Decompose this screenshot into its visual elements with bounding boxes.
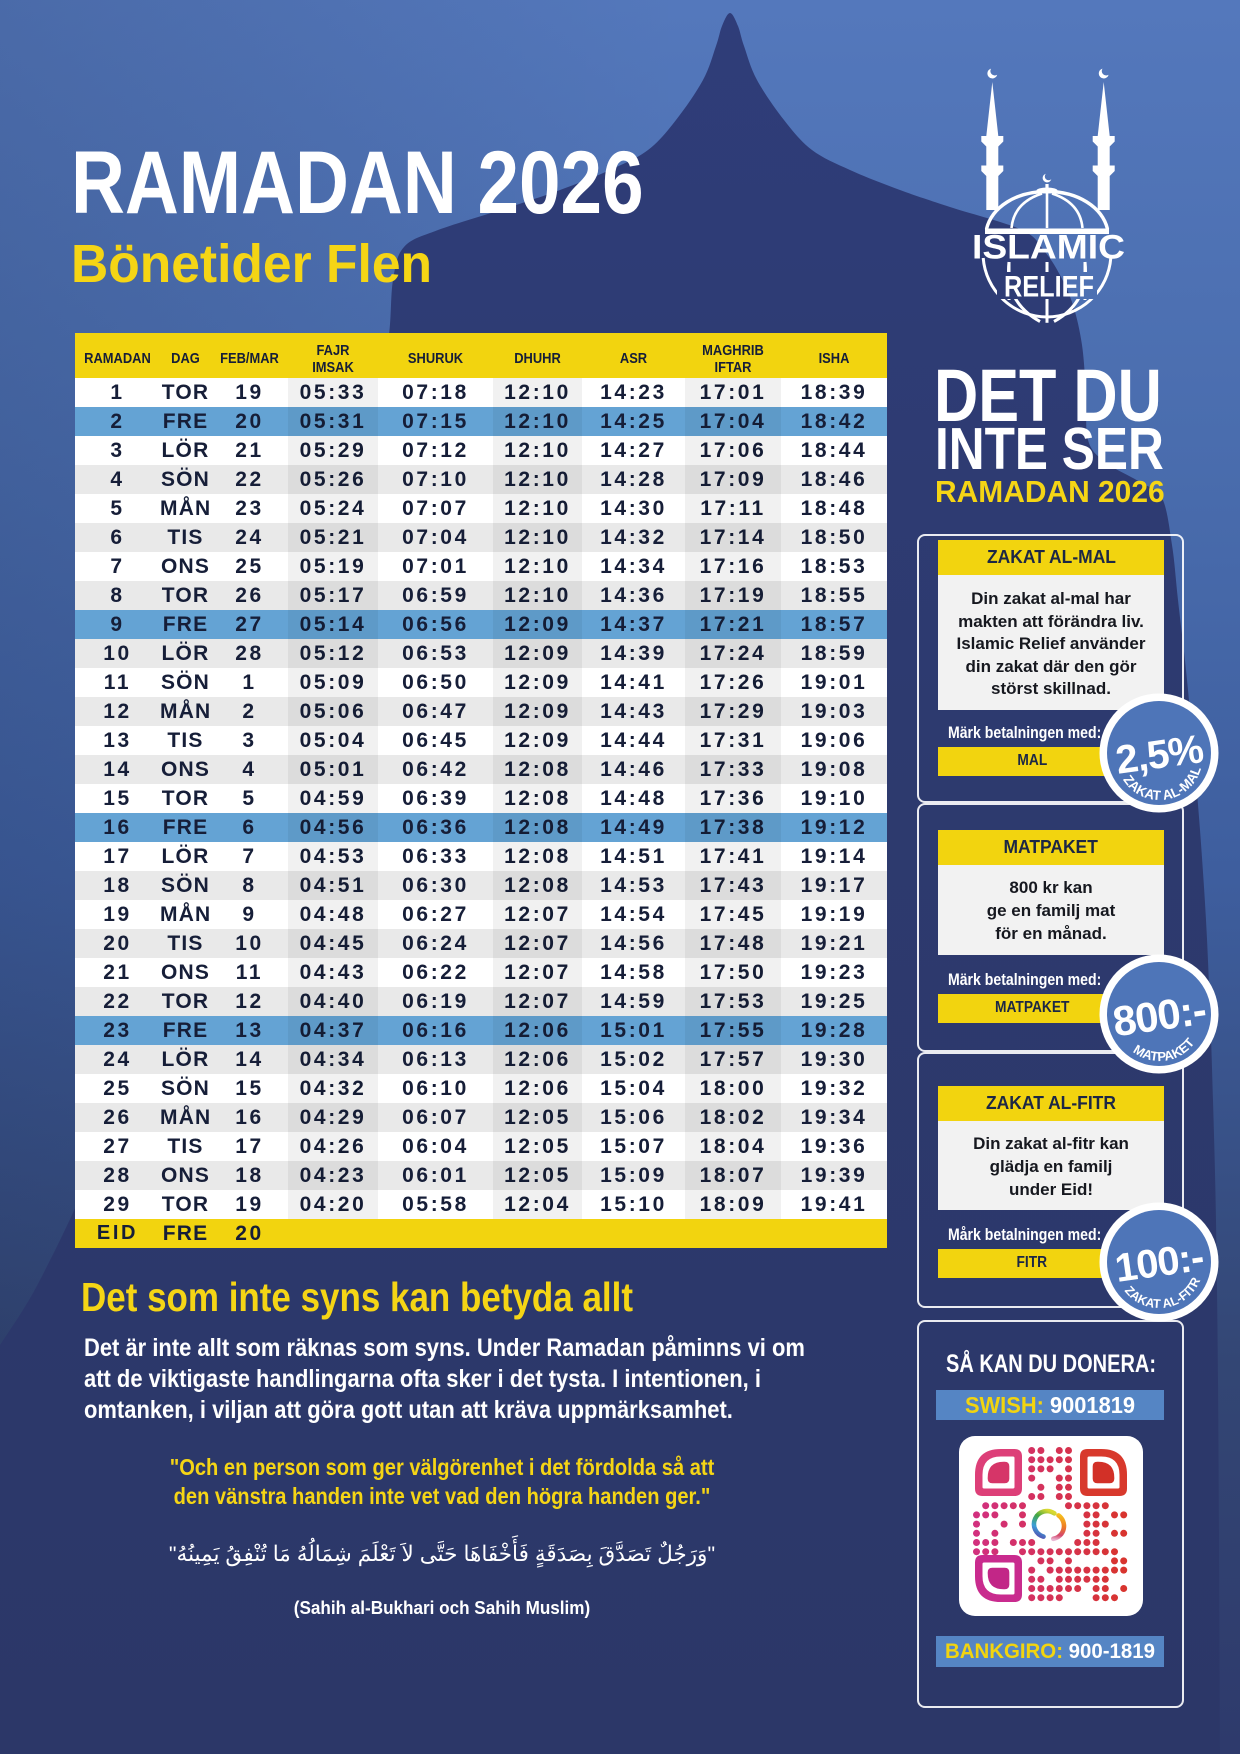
svg-text:ISLAMIC: ISLAMIC	[972, 229, 1125, 267]
svg-text:RELIEF: RELIEF	[1004, 271, 1094, 304]
